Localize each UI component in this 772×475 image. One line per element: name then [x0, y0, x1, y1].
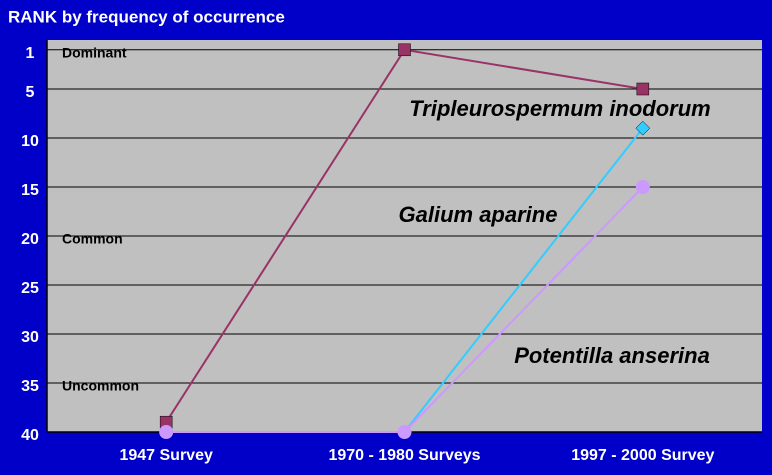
chart-title: RANK by frequency of occurrence [8, 7, 285, 26]
marker [636, 82, 650, 96]
marker [397, 425, 412, 439]
series-label: Galium aparine [399, 202, 558, 227]
series-label: Tripleurospermum inodorum [409, 96, 711, 121]
y-tick-label: 1 [26, 45, 35, 62]
marker [398, 43, 411, 57]
y-tick-label: 25 [21, 280, 39, 297]
annotation: Common [62, 231, 123, 247]
x-tick-label: 1970 - 1980 Surveys [328, 447, 480, 464]
marker [635, 120, 651, 136]
annotation: Dominant [62, 45, 127, 61]
x-tick-label: 1947 Survey [119, 447, 213, 464]
y-tick-label: 15 [21, 182, 39, 199]
y-tick-label: 30 [21, 329, 39, 346]
y-tick-label: 5 [26, 84, 35, 101]
marker [159, 425, 174, 439]
annotation: Uncommon [62, 378, 139, 394]
y-tick-label: 40 [21, 427, 39, 444]
x-tick-label: 1997 - 2000 Survey [571, 447, 714, 464]
marker [635, 180, 650, 194]
series-label: Potentilla anserina [514, 343, 710, 368]
y-tick-label: 20 [21, 231, 39, 248]
y-tick-label: 10 [21, 133, 39, 150]
y-tick-label: 35 [21, 378, 39, 395]
